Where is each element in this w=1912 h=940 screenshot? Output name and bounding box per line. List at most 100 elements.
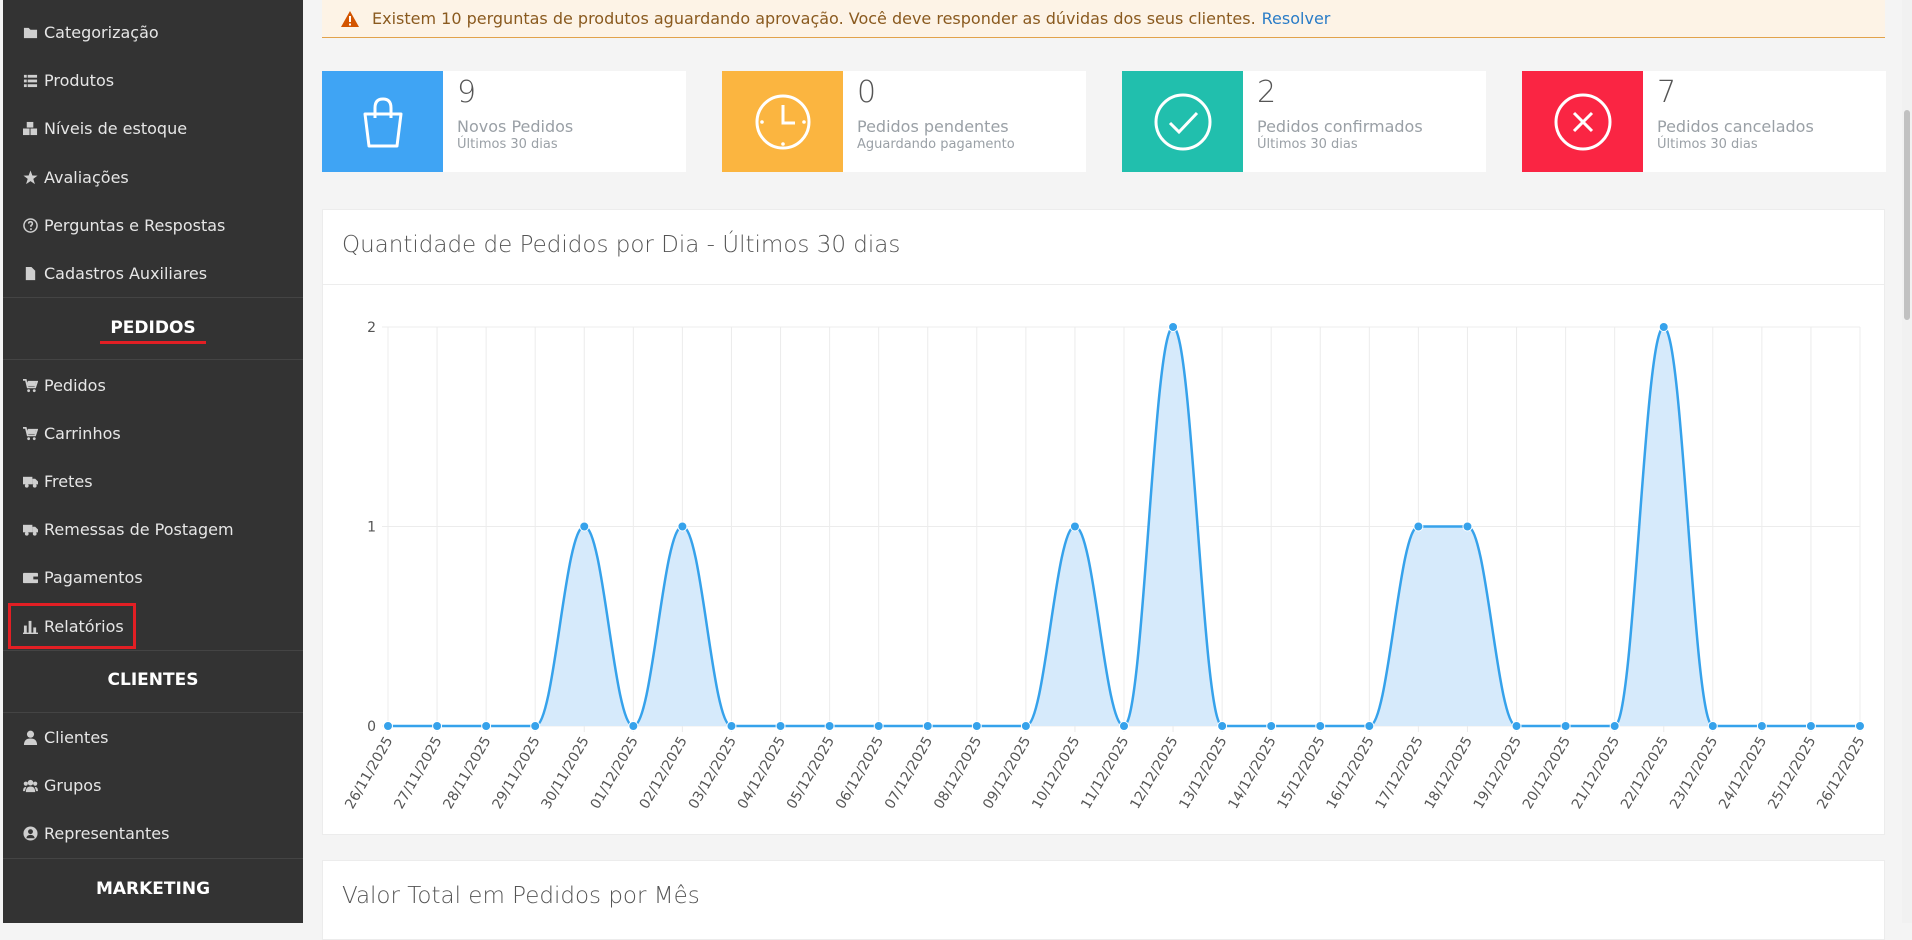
x-tick-label: 12/12/2025 (1127, 734, 1181, 812)
data-point (971, 721, 982, 731)
resolve-link[interactable]: Resolver (1261, 9, 1331, 28)
section-heading-marketing: MARKETING (95, 879, 211, 899)
sidebar-item-items_clientes-0[interactable]: Clientes (3, 717, 303, 757)
card-value: 2 (1257, 75, 1277, 110)
data-point (1462, 521, 1473, 532)
star-icon (22, 169, 38, 185)
x-tick-label: 15/12/2025 (1275, 734, 1329, 812)
shopping-bag-icon (322, 71, 443, 172)
x-tick-label: 26/11/2025 (342, 734, 396, 812)
sidebar-divider (3, 650, 303, 651)
confirmed-orders-card[interactable]: 2 Pedidos confirmados Últimos 30 dias (1122, 71, 1486, 172)
sidebar-item-label: Relatórios (44, 616, 124, 636)
question-circle-icon (22, 217, 38, 233)
x-tick-label: 04/12/2025 (735, 734, 789, 812)
sidebar-item-label: Fretes (44, 471, 93, 491)
x-tick-label: 10/12/2025 (1029, 734, 1083, 812)
new-orders-card[interactable]: 9 Novos Pedidos Últimos 30 dias (322, 71, 686, 172)
orders-per-day-panel: Quantidade de Pedidos por Dia - Últimos … (322, 209, 1885, 835)
sidebar-divider (3, 359, 303, 360)
x-tick-label: 09/12/2025 (980, 734, 1034, 812)
x-tick-label: 27/11/2025 (391, 734, 445, 812)
sidebar-item-items_pedidos-4[interactable]: Pagamentos (3, 557, 303, 597)
y-tick-label: 2 (367, 320, 376, 336)
sidebar-item-label: Carrinhos (44, 423, 121, 443)
data-point (775, 721, 786, 731)
sidebar-item-items_pedidos-3[interactable]: Remessas de Postagem (3, 509, 303, 549)
x-tick-label: 08/12/2025 (931, 734, 985, 812)
pending-questions-alert: Existem 10 perguntas de produtos aguarda… (322, 0, 1885, 38)
list-icon (22, 72, 38, 88)
x-tick-label: 06/12/2025 (833, 734, 887, 812)
x-tick-label: 24/12/2025 (1716, 734, 1770, 812)
sidebar-item-items_top-3[interactable]: Avaliações (3, 157, 303, 197)
sidebar-item-label: Categorização (44, 22, 159, 42)
x-tick-label: 18/12/2025 (1422, 734, 1476, 812)
x-tick-label: 19/12/2025 (1471, 734, 1525, 812)
cart-icon (22, 377, 38, 393)
file-icon (22, 265, 38, 281)
data-point (824, 721, 835, 731)
folder-icon (22, 24, 38, 40)
sidebar-item-items_top-4[interactable]: Perguntas e Respostas (3, 205, 303, 245)
card-label: Novos Pedidos (457, 117, 574, 136)
data-point (481, 721, 492, 731)
sidebar-item-items_pedidos-1[interactable]: Carrinhos (3, 413, 303, 453)
sidebar-item-items_pedidos-5[interactable]: Relatórios (3, 606, 303, 646)
scrollbar-thumb[interactable] (1904, 110, 1910, 320)
card-value: 7 (1657, 75, 1677, 110)
sidebar-item-label: Grupos (44, 775, 102, 795)
data-point (677, 521, 688, 532)
x-tick-label: 13/12/2025 (1176, 734, 1230, 812)
x-tick-label: 20/12/2025 (1520, 734, 1574, 812)
data-point (1707, 721, 1718, 731)
x-tick-label: 29/11/2025 (489, 734, 543, 812)
sidebar-divider (3, 712, 303, 713)
data-point (1609, 721, 1620, 731)
data-point (1413, 521, 1424, 532)
card-subtitle: Últimos 30 dias (457, 137, 558, 152)
sidebar-item-label: Pedidos (44, 375, 106, 395)
data-point (383, 721, 393, 731)
data-point (1658, 322, 1669, 332)
bar-chart-icon (22, 618, 38, 634)
orders-per-day-chart: 0 1 2 26/11/202527/11/202528/11/202529/11/2… (342, 320, 1868, 812)
cart-icon (22, 425, 38, 441)
pending-orders-card[interactable]: 0 Pedidos pendentes Aguardando pagamento (722, 71, 1086, 172)
monthly-total-panel: Valor Total em Pedidos por Mês (322, 860, 1885, 940)
sidebar-item-items_clientes-2[interactable]: Representantes (3, 813, 303, 853)
data-point (432, 721, 443, 731)
user-icon (22, 729, 38, 745)
sidebar-item-items_top-1[interactable]: Produtos (3, 60, 303, 100)
sidebar-item-label: Avaliações (44, 167, 129, 187)
sidebar-item-items_pedidos-0[interactable]: Pedidos (3, 365, 303, 405)
warning-icon (340, 10, 360, 28)
x-tick-label: 11/12/2025 (1078, 734, 1132, 812)
cancelled-orders-card[interactable]: 7 Pedidos cancelados Últimos 30 dias (1522, 71, 1886, 172)
sidebar-item-items_clientes-1[interactable]: Grupos (3, 765, 303, 805)
card-subtitle: Aguardando pagamento (857, 137, 1015, 152)
data-point (1855, 721, 1865, 731)
page-scrollbar[interactable] (1902, 0, 1912, 923)
card-subtitle: Últimos 30 dias (1657, 137, 1758, 152)
x-tick-label: 17/12/2025 (1373, 734, 1427, 812)
data-point (1315, 721, 1326, 731)
x-tick-label: 07/12/2025 (882, 734, 936, 812)
x-tick-label: 16/12/2025 (1324, 734, 1378, 812)
data-point (1069, 521, 1080, 532)
relatorios-highlight-box (8, 603, 136, 649)
x-tick-label: 26/12/2025 (1814, 734, 1868, 812)
data-point (1756, 721, 1767, 731)
wallet-icon (22, 569, 38, 585)
card-label: Pedidos pendentes (857, 117, 1009, 136)
data-point (1266, 721, 1277, 731)
data-point (1168, 322, 1179, 332)
sidebar-item-items_top-0[interactable]: Categorização (3, 12, 303, 52)
card-subtitle: Últimos 30 dias (1257, 137, 1358, 152)
sidebar-item-items_top-5[interactable]: Cadastros Auxiliares (3, 253, 303, 293)
sidebar-item-items_pedidos-2[interactable]: Fretes (3, 461, 303, 501)
x-tick-label: 14/12/2025 (1225, 734, 1279, 812)
sidebar-item-items_top-2[interactable]: Níveis de estoque (3, 108, 303, 148)
data-point (1119, 721, 1129, 731)
cubes-icon (22, 120, 38, 136)
